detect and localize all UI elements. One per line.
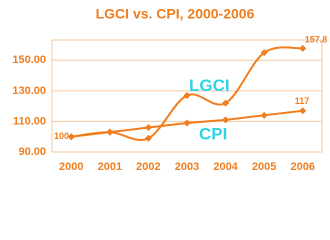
y-tick-label: 130.00 <box>12 85 46 97</box>
point-marker <box>261 112 268 119</box>
chart: LGCI vs. CPI, 2000-2006 90.00 110.00 130.0… <box>0 0 330 180</box>
series-label: CPI <box>199 125 227 144</box>
data-label: 117 <box>295 96 310 106</box>
x-tick-label: 2006 <box>290 161 314 173</box>
y-tick-label: 110.00 <box>13 115 46 127</box>
point-marker <box>222 116 229 123</box>
y-tick-label: 150.00 <box>12 54 46 66</box>
chart-title: LGCI vs. CPI, 2000-2006 <box>96 6 255 22</box>
point-marker <box>145 124 152 131</box>
series-label: LGCI <box>189 76 230 95</box>
point-marker <box>299 45 306 52</box>
x-tick-label: 2001 <box>98 161 122 173</box>
y-tick-label: 90.00 <box>18 146 46 158</box>
x-tick-label: 2005 <box>252 161 276 173</box>
point-marker <box>106 129 113 136</box>
data-label: 157.8 <box>305 35 328 45</box>
point-marker <box>184 119 191 126</box>
x-tick-label: 2003 <box>175 161 199 173</box>
x-tick-label: 2004 <box>213 161 238 173</box>
x-tick-label: 2002 <box>136 161 160 173</box>
data-label: 100 <box>54 131 69 141</box>
point-marker <box>299 107 306 114</box>
x-tick-label: 2000 <box>59 161 83 173</box>
